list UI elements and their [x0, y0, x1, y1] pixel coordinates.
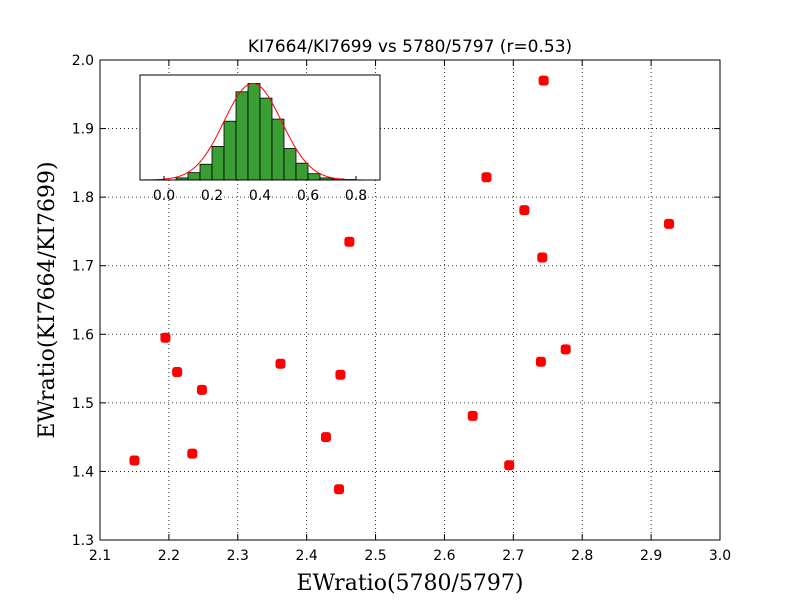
data-point [129, 455, 140, 466]
histogram-bar [235, 91, 249, 181]
inset-x-tick-label: 0.6 [297, 188, 319, 204]
data-point [504, 460, 515, 471]
x-tick-label: 2.3 [227, 548, 249, 564]
x-tick-label: 2.8 [571, 548, 593, 564]
data-point [335, 369, 346, 380]
histogram-bar [247, 83, 261, 181]
histogram-bar [283, 148, 297, 181]
x-tick-label: 3.0 [709, 548, 731, 564]
chart-title: KI7664/KI7699 vs 5780/5797 (r=0.53) [248, 37, 572, 57]
x-tick-label: 2.9 [640, 548, 662, 564]
inset-x-tick-label: 0.2 [201, 188, 223, 204]
data-point [467, 410, 478, 421]
data-point [535, 356, 546, 367]
y-tick-label: 1.9 [72, 122, 94, 138]
y-tick-label: 1.4 [72, 464, 94, 480]
histogram-bar [187, 172, 201, 181]
main-plot: 2.1 2.2 2.3 2.4 2.5 2.6 2.7 2.8 2.9 3.0 1.3 1.4 1.5… [72, 53, 731, 564]
data-point [172, 367, 183, 377]
histogram-bar [295, 162, 309, 181]
histogram-bar [271, 118, 285, 181]
x-tick-label: 2.1 [89, 548, 111, 564]
inset-x-tick-label: 0.4 [249, 188, 271, 204]
plot-frame [99, 59, 721, 541]
x-tick-label: 2.7 [502, 548, 524, 564]
histogram-bar [199, 163, 213, 181]
data-point [560, 344, 571, 355]
data-point [334, 484, 345, 495]
data-point [196, 384, 207, 395]
y-tick-label: 1.6 [72, 327, 94, 343]
x-ticks: 2.1 2.2 2.3 2.4 2.5 2.6 2.7 2.8 2.9 3.0 [89, 60, 731, 564]
histogram-bar [223, 120, 237, 181]
inset-x-tick-label: 0.0 [153, 188, 175, 204]
y-tick-label: 1.5 [72, 396, 94, 412]
inset-x-ticks: 0.0 0.2 0.4 0.6 0.8 [153, 176, 367, 204]
data-point [275, 358, 286, 369]
data-point [187, 448, 198, 459]
data-point [344, 236, 355, 247]
y-tick-label: 1.7 [72, 259, 94, 275]
y-ticks: 1.3 1.4 1.5 1.6 1.7 1.8 1.9 2.0 [72, 53, 720, 549]
data-point [160, 332, 171, 343]
histogram-bar [259, 97, 273, 181]
data-point [537, 252, 548, 263]
y-tick-label: 1.8 [72, 190, 94, 206]
scatter-points [129, 75, 675, 495]
inset-histogram: 0.0 0.2 0.4 0.6 0.8 [139, 74, 381, 204]
data-point [320, 432, 331, 443]
x-tick-label: 2.5 [364, 548, 386, 564]
y-axis-label: EWratio(KI7664/KI7699) [35, 161, 60, 438]
data-point [538, 75, 549, 86]
gaussian-fit-curve [140, 82, 380, 181]
data-point [664, 218, 675, 229]
inset-x-tick-label: 0.8 [345, 188, 367, 204]
x-tick-label: 2.4 [296, 548, 318, 564]
x-tick-label: 2.6 [433, 548, 455, 564]
data-point [481, 172, 492, 183]
x-axis-label: EWratio(5780/5797) [297, 571, 524, 596]
y-tick-label: 2.0 [72, 53, 94, 69]
y-tick-label: 1.3 [72, 533, 94, 549]
histogram-bar [211, 145, 225, 181]
histogram-bar [307, 173, 321, 181]
data-point [519, 205, 530, 216]
x-tick-label: 2.2 [158, 548, 180, 564]
